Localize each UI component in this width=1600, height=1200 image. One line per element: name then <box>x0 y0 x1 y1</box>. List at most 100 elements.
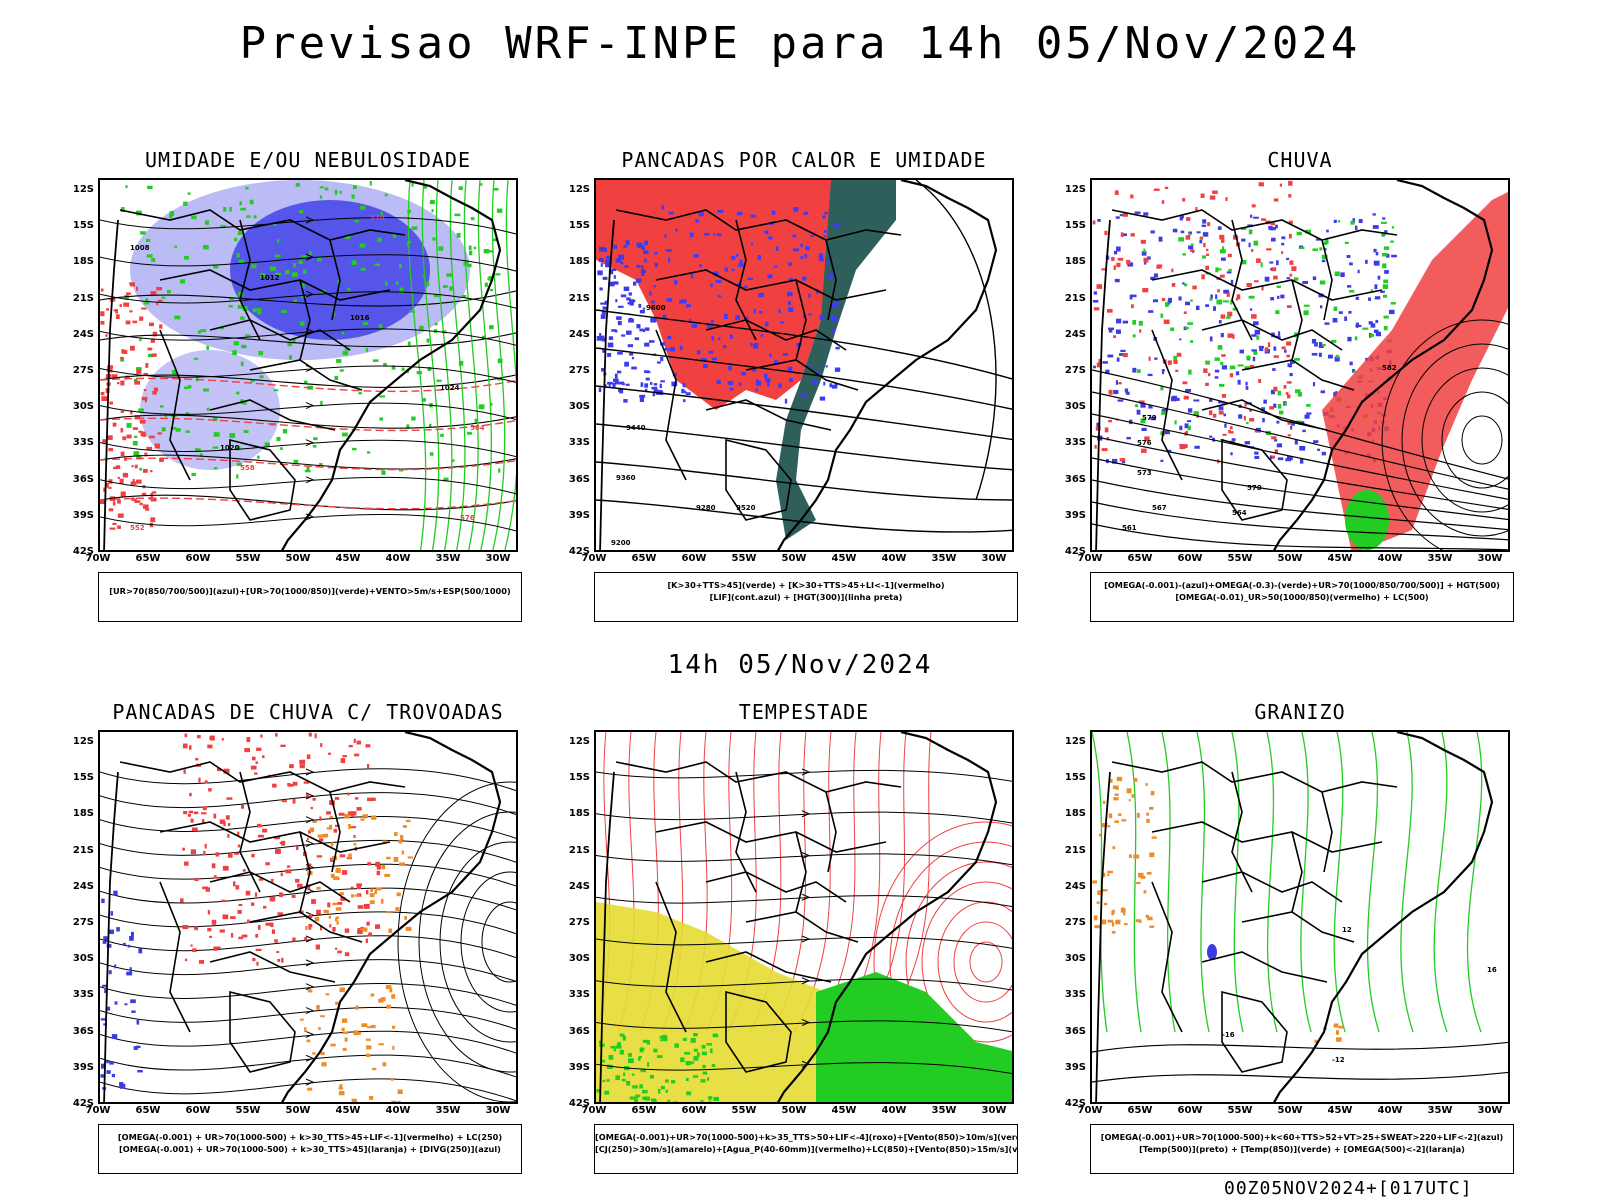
lon-tick-label: 60W <box>185 1105 211 1116</box>
streamline-gyre <box>460 871 516 1013</box>
legend-line: [OMEGA(-0.001) + UR>70(1000-500) + k>30_… <box>119 1144 501 1154</box>
instability-red-area <box>596 180 836 410</box>
lat-tick-label: 12S <box>1064 736 1086 748</box>
lon-tick-label: 45W <box>831 1105 857 1116</box>
precip-water-contour <box>873 821 1012 1102</box>
hgt300-contour <box>596 423 1012 471</box>
lon-tick-label: 30W <box>485 553 511 564</box>
lat-tick-label: 27S <box>1064 365 1086 377</box>
lat-tick-label: 24S <box>72 328 94 340</box>
lat-tick-label: 36S <box>1064 1025 1086 1037</box>
contour-label: 16 <box>1487 966 1497 974</box>
temp-850-contour <box>1433 732 1448 1033</box>
temp-850-contour <box>1300 732 1312 1033</box>
divergence-blue <box>100 890 143 1090</box>
lat-tick-label: 21S <box>72 292 94 304</box>
west-coastline <box>1095 771 1111 1102</box>
political-borders <box>119 209 406 521</box>
lat-tick-label: 15S <box>1064 220 1086 232</box>
lat-tick-label: 33S <box>72 437 94 449</box>
lat-tick-label: 18S <box>1064 808 1086 820</box>
panel-legend: [OMEGA(-0.001) + UR>70(1000-500) + k>30_… <box>98 1124 522 1174</box>
legend-line: [CJ(250)>30m/s](amarelo)+[Agua_P(40-60mm… <box>595 1144 1018 1154</box>
hgt500-contour <box>1092 391 1508 490</box>
lat-tick-label: 21S <box>568 292 590 304</box>
lon-tick-label: 70W <box>85 1105 111 1116</box>
contour-label: 1008 <box>130 244 150 252</box>
lon-tick-label: 50W <box>781 1105 807 1116</box>
hgt300-contour <box>596 385 1012 441</box>
humidity-green-contour <box>421 180 440 550</box>
streamline-gyre <box>397 781 516 1102</box>
lon-tick-label: 55W <box>731 553 757 564</box>
lat-tick-label: 36S <box>72 1025 94 1037</box>
contour-label: 558 <box>240 464 255 472</box>
thickness-contour <box>100 417 516 432</box>
precip-water-contour <box>969 941 1003 983</box>
lifted-index-contours <box>656 205 841 404</box>
coastline <box>281 180 502 550</box>
west-coastline <box>1095 219 1111 550</box>
lat-tick-label: 24S <box>568 880 590 892</box>
contour-label: 9520 <box>736 504 756 512</box>
isobar-contour <box>100 374 516 388</box>
humidity-green-contour <box>449 180 466 550</box>
lon-tick-label: 55W <box>1227 553 1253 564</box>
lat-tick-label: 30S <box>1064 401 1086 413</box>
lon-tick-label: 35W <box>1427 1105 1453 1116</box>
lat-tick-label: 42S <box>568 546 590 557</box>
contour-label: 564 <box>1232 509 1247 517</box>
isobar-contour <box>100 494 516 511</box>
lon-tick-label: 40W <box>881 553 907 564</box>
lat-tick-label: 27S <box>1064 917 1086 929</box>
low-pressure-contour <box>1421 367 1508 513</box>
lat-tick-label: 39S <box>72 1061 94 1073</box>
map-frame: 9600 9520 9440 9360 9280 9200 <box>594 178 1014 552</box>
map-canvas <box>596 732 1012 1102</box>
main-title: Previsao WRF-INPE para 14h 05/Nov/2024 <box>239 18 1361 69</box>
lat-tick-label: 15S <box>1064 772 1086 784</box>
map-frame: -16 -12 12 16 <box>1090 730 1510 1104</box>
contour-label: 579 <box>1142 414 1157 422</box>
lat-tick-label: 39S <box>72 509 94 521</box>
lat-tick-label: 21S <box>568 844 590 856</box>
lon-tick-label: 70W <box>1077 553 1103 564</box>
lat-tick-label: 18S <box>72 256 94 268</box>
legend-line: [K>30+TTS>45](verde) + [K>30+TTS>45+LI<-… <box>667 580 945 590</box>
temp-850-contour <box>1161 732 1176 1033</box>
humidity-green-contour <box>435 180 453 550</box>
coastline <box>1273 180 1494 550</box>
contour-label: 9440 <box>626 424 646 432</box>
lat-tick-label: 12S <box>72 184 94 196</box>
lon-tick-label: 35W <box>435 1105 461 1116</box>
legend-line: [OMEGA(-0.001) + UR>70(1000-500) + k>30_… <box>117 1132 503 1142</box>
west-coastline <box>599 219 615 550</box>
lat-tick-label: 21S <box>1064 844 1086 856</box>
low-pressure-contour <box>1461 415 1503 465</box>
precip-water-contour <box>921 881 1012 1043</box>
lon-tick-label: 35W <box>931 553 957 564</box>
contour-label: 9280 <box>696 504 716 512</box>
temp-500-contour <box>1092 1041 1508 1053</box>
panel-title: CHUVA <box>1267 148 1333 172</box>
low-pressure-contour <box>1381 319 1508 550</box>
lat-tick-label: 24S <box>568 328 590 340</box>
lat-tick-label: 18S <box>1064 256 1086 268</box>
lon-tick-label: 65W <box>631 1105 657 1116</box>
lon-tick-label: 70W <box>581 553 607 564</box>
lat-tick-label: 39S <box>568 509 590 521</box>
lat-tick-label: 30S <box>568 401 590 413</box>
lat-tick-label: 42S <box>1064 546 1086 557</box>
rain-red-band <box>1322 192 1508 550</box>
lat-tick-label: 15S <box>72 220 94 232</box>
lat-tick-label: 27S <box>568 365 590 377</box>
lat-tick-label: 12S <box>72 736 94 748</box>
temp-850-contour <box>1231 732 1244 1033</box>
isobar-contour <box>100 454 516 470</box>
temp-500-contour <box>1092 1071 1508 1083</box>
hgt500-contour <box>1092 457 1508 521</box>
political-borders <box>1111 209 1398 521</box>
lon-tick-label: 65W <box>135 553 161 564</box>
rain-green-core <box>1345 490 1389 550</box>
lat-tick-label: 39S <box>1064 509 1086 521</box>
